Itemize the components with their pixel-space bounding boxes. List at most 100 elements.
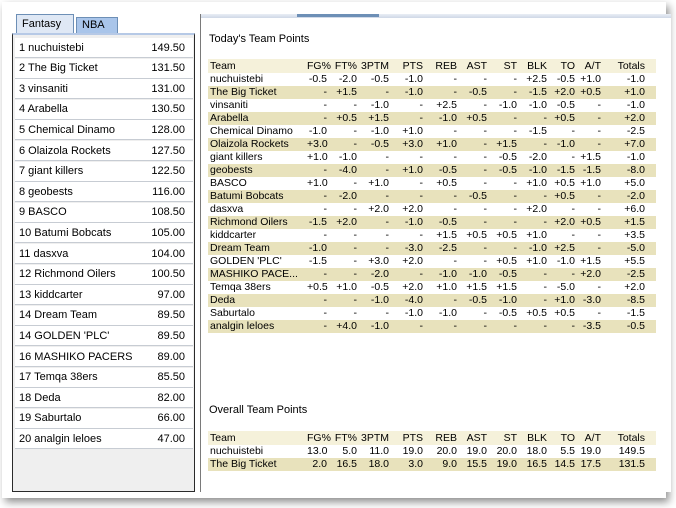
table-row[interactable]: Batumi Bobcats - -2.0- - - -0.5- - +0.5- -2.0: [208, 190, 656, 203]
table-row[interactable]: nuchuistebi -0.5 -2.0 -0.5 -1.0- - - +2.5 -0.5 +1…: [208, 73, 656, 86]
column-header[interactable]: 3PTM: [360, 432, 389, 444]
standings-row[interactable]: 12 Richmond Oilers 100.50: [15, 264, 193, 285]
column-header[interactable]: 3PTM: [360, 60, 389, 72]
table-row[interactable]: vinsaniti - - -1.0- +2.5- -1.0 -1.0 -0.5- -1.0: [208, 99, 656, 112]
stat-cell: +2.0: [402, 255, 423, 267]
standings-row[interactable]: 13 kiddcarter 97.00: [15, 285, 193, 306]
stat-cell: +3.0: [402, 138, 423, 150]
tab-fantasy[interactable]: Fantasy: [16, 14, 74, 33]
column-header[interactable]: TO: [560, 60, 575, 72]
table-row[interactable]: BASCO +1.0- +1.0- +0.5- - +1.0 +0.5 +1.0 +5.0: [208, 177, 656, 190]
column-header[interactable]: PTS: [402, 60, 423, 72]
stat-cell: +1.0: [526, 255, 547, 267]
column-header[interactable]: AST: [466, 432, 487, 444]
stat-cell: +3.0: [368, 255, 389, 267]
stat-cell: -: [453, 86, 458, 98]
table-row[interactable]: Chemical Dinamo -1.0- -1.0 +1.0- - - -1.5- - -2.…: [208, 125, 656, 138]
stat-cell: -1.5: [528, 86, 547, 98]
column-header[interactable]: FT%: [334, 432, 357, 444]
column-header[interactable]: Totals: [617, 60, 645, 72]
column-header[interactable]: TO: [560, 432, 575, 444]
stat-cell: -: [385, 86, 390, 98]
stat-cell: -1.5: [308, 255, 327, 267]
table-row[interactable]: analgin leloes - +4.0 -1.0- - - - - - -3.5 -0.5: [208, 320, 656, 333]
table-row[interactable]: Dream Team -1.0- - -3.0 -2.5- - -1.0 +2.5- -5.0: [208, 242, 656, 255]
stat-cell: -: [483, 99, 488, 111]
table-row[interactable]: geobests - -4.0- +1.0 -0.5- -0.5 -1.0 -1.5 -1.5-…: [208, 164, 656, 177]
standings-row[interactable]: 20 analgin leloes 47.00: [15, 429, 193, 450]
table-row[interactable]: The Big Ticket - +1.5- -1.0- -0.5- -1.5 +2.0 +0…: [208, 86, 656, 99]
table-row[interactable]: dasxva - - +2.0 +2.0- - - +2.0- - +6.0: [208, 203, 656, 216]
table-row[interactable]: Temqa 38ers +0.5 +1.0 -0.5 +2.0 +1.0 +1.5 +1.5 -…: [208, 281, 656, 294]
table-row[interactable]: Arabella - +0.5 +1.5- -1.0 +0.5- - +0.5- +2.0: [208, 112, 656, 125]
table-header-row: Team FG% FT% 3PTM PTS REB AST ST BLK TO A/T Totals: [208, 431, 656, 445]
standings-row[interactable]: 19 Saburtalo 66.00: [15, 408, 193, 429]
stat-cell: -: [513, 242, 518, 254]
standings-row[interactable]: 6 Olaizola Rockets 127.50: [15, 141, 193, 161]
tab-nba[interactable]: NBA: [76, 17, 118, 33]
standings-row[interactable]: 4 Arabella 130.50: [15, 99, 193, 120]
team-name-cell: Batumi Bobcats: [210, 190, 284, 202]
standings-row[interactable]: 8 geobests 116.00: [15, 182, 193, 203]
table-row[interactable]: Olaizola Rockets +3.0- -0.5 +3.0 +1.0- +1.5- -…: [208, 138, 656, 151]
standings-row[interactable]: 18 Deda 82.00: [15, 388, 193, 409]
column-header[interactable]: AST: [466, 60, 487, 72]
stat-cell: 20.0: [436, 445, 457, 457]
stat-cell: +1.0: [580, 73, 601, 85]
column-header[interactable]: A/T: [584, 432, 601, 444]
stat-cell: +2.0: [554, 216, 575, 228]
standings-row[interactable]: 9 BASCO 108.50: [15, 202, 193, 223]
standings-row[interactable]: 7 giant killers 122.50: [15, 161, 193, 182]
table-row[interactable]: kiddcarter - - - - +1.5 +0.5 +0.5 +1.0- - +3.5: [208, 229, 656, 242]
standings-row[interactable]: 1 nuchuistebi 149.50: [15, 38, 193, 58]
table-row[interactable]: MASHIKO PACE... - - -2.0- -1.0 -1.0 -0.5- - +2.0…: [208, 268, 656, 281]
stat-cell: +2.0: [580, 268, 601, 280]
standings-points: 149.50: [151, 41, 185, 54]
team-name-cell: The Big Ticket: [210, 458, 277, 470]
column-header[interactable]: FG%: [307, 60, 331, 72]
column-header[interactable]: REB: [435, 432, 457, 444]
standings-row[interactable]: 17 Temqa 38ers 85.50: [15, 367, 193, 388]
standings-row[interactable]: 5 Chemical Dinamo 128.00: [15, 120, 193, 141]
standings-row[interactable]: 14 Dream Team 89.50: [15, 305, 193, 326]
column-header[interactable]: Team: [210, 432, 236, 444]
stat-cell: -: [483, 255, 488, 267]
stat-cell: -0.5: [370, 73, 389, 85]
column-header[interactable]: Team: [210, 60, 236, 72]
stat-cell: -1.0: [498, 294, 517, 306]
column-header[interactable]: REB: [435, 60, 457, 72]
stat-cell: +0.5: [580, 216, 601, 228]
column-header[interactable]: BLK: [527, 60, 547, 72]
column-header[interactable]: FT%: [334, 60, 357, 72]
standings-row[interactable]: 11 dasxva 104.00: [15, 244, 193, 264]
stat-cell: -: [353, 255, 358, 267]
table-row[interactable]: Saburtalo - - - -1.0 -1.0- -0.5 +0.5 +0.5- -1.5: [208, 307, 656, 320]
table-row[interactable]: giant killers +1.0 -1.0- - - - -0.5 -2.0- +1.5 -1…: [208, 151, 656, 164]
team-name-cell: Temqa 38ers: [210, 281, 271, 293]
table-row[interactable]: Richmond Oilers -1.5 +2.0- -1.0 -0.5- - - +2.0 +…: [208, 216, 656, 229]
table-row[interactable]: The Big Ticket 2.0 16.5 18.0 3.0 9.0 15.5 19.0 1…: [208, 458, 656, 471]
table-row[interactable]: nuchuistebi 13.0 5.0 11.0 19.0 20.0 19.0 20.0 18…: [208, 445, 656, 458]
stat-cell: -: [513, 73, 518, 85]
column-header[interactable]: ST: [503, 432, 517, 444]
column-header[interactable]: A/T: [584, 60, 601, 72]
standings-row[interactable]: 10 Batumi Bobcats 105.00: [15, 223, 193, 244]
standings-row[interactable]: 14 GOLDEN 'PLC' 89.50: [15, 326, 193, 347]
stat-cell: +1.0: [526, 177, 547, 189]
stat-cell: -: [385, 242, 390, 254]
team-name-cell: kiddcarter: [210, 229, 257, 241]
standings-row[interactable]: 3 vinsaniti 131.00: [15, 79, 193, 100]
column-header[interactable]: BLK: [527, 432, 547, 444]
table-row[interactable]: GOLDEN 'PLC' -1.5- +3.0 +2.0- - +0.5 +1.0 -1.0 +…: [208, 255, 656, 268]
column-header[interactable]: FG%: [307, 432, 331, 444]
column-header[interactable]: Totals: [617, 432, 645, 444]
standings-row[interactable]: 2 The Big Ticket 131.50: [15, 58, 193, 79]
stat-cell: +2.5: [554, 242, 575, 254]
team-name-cell: nuchuistebi: [210, 73, 264, 85]
column-header[interactable]: ST: [503, 60, 517, 72]
table-row[interactable]: Deda - - -1.0 -4.0- -0.5 -1.0- +1.0 -3.0 -8.5: [208, 294, 656, 307]
team-name-cell: nuchuistebi: [210, 445, 264, 457]
team-name-cell: Chemical Dinamo: [210, 125, 293, 137]
standings-row[interactable]: 16 MASHIKO PACERS 89.00: [15, 347, 193, 367]
column-header[interactable]: PTS: [402, 432, 423, 444]
